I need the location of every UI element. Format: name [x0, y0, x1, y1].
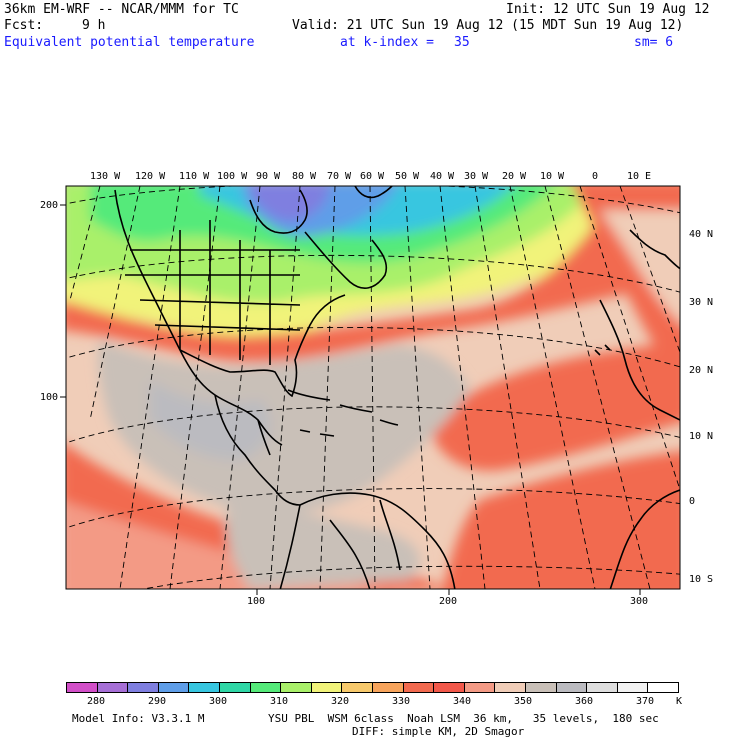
map-field	[66, 186, 680, 589]
colorbar-label: 360	[575, 696, 594, 707]
init-time: Init: 12 UTC Sun 19 Aug 12	[506, 2, 710, 17]
lon-label: 30 W	[464, 171, 489, 182]
lat-label: 40 N	[689, 229, 714, 240]
model-info: Model Info: V3.3.1 M	[72, 712, 205, 725]
colorbar-swatch	[525, 682, 557, 693]
colorbar-swatch	[433, 682, 465, 693]
lon-label: 70 W	[327, 171, 352, 182]
colorbar-swatch	[219, 682, 251, 693]
colorbar-swatch	[586, 682, 618, 693]
grid-x-label: 200	[439, 596, 458, 607]
colorbar-label: 310	[270, 696, 289, 707]
colorbar-label: 350	[514, 696, 533, 707]
lat-label: 20 N	[689, 365, 714, 376]
lon-label: 60 W	[360, 171, 385, 182]
lon-label: 50 W	[395, 171, 420, 182]
lat-label: 30 N	[689, 297, 714, 308]
lat-label: 10 N	[689, 431, 714, 442]
colorbar-swatch	[616, 682, 649, 693]
level-label: at k-index =	[340, 35, 434, 50]
lon-label: 40 W	[430, 171, 455, 182]
colorbar-swatch	[555, 682, 588, 693]
grid-x-label: 100	[247, 596, 266, 607]
graticule	[66, 186, 680, 589]
lon-label: 100 W	[217, 171, 248, 182]
colorbar-label: 300	[209, 696, 228, 707]
colorbar-swatch	[402, 682, 435, 693]
colorbar-label: 370	[636, 696, 655, 707]
colorbar-swatch	[157, 682, 190, 693]
colorbar-label: 330	[392, 696, 411, 707]
colorbar-swatch	[341, 682, 373, 693]
model-title: 36km EM-WRF -- NCAR/MMM for TC	[4, 2, 239, 17]
valid-time: Valid: 21 UTC Sun 19 Aug 12 (15 MDT Sun …	[292, 18, 684, 33]
colorbar-swatch	[463, 682, 496, 693]
map-frame	[65, 185, 681, 590]
colorbar-swatch	[249, 682, 282, 693]
lon-label: 120 W	[135, 171, 166, 182]
colorbar-label: 320	[331, 696, 350, 707]
lat-label: 10 S	[689, 574, 714, 585]
colorbar-swatch	[372, 682, 404, 693]
grid-y-label: 200	[40, 200, 59, 211]
lon-label: 0	[592, 171, 599, 182]
forecast-label: Fcst:	[4, 18, 44, 33]
lon-label: 10 W	[540, 171, 565, 182]
lon-label: 90 W	[256, 171, 281, 182]
lon-label: 20 W	[502, 171, 527, 182]
coastlines	[114, 186, 680, 589]
colorbar-swatch	[647, 682, 679, 693]
lon-label: 110 W	[179, 171, 210, 182]
lon-label: 80 W	[292, 171, 317, 182]
smoothing-value: sm= 6	[634, 35, 674, 50]
colorbar-unit: K	[676, 696, 683, 707]
grid-y-label: 100	[40, 392, 59, 403]
colorbar-label: 340	[453, 696, 472, 707]
colorbar-swatch	[188, 682, 220, 693]
field-name: Equivalent potential temperature	[4, 35, 255, 50]
colorbar-swatch	[66, 682, 98, 693]
colorbar-swatch	[310, 682, 343, 693]
physics-info: YSU PBL WSM 6class Noah LSM 36 km, 35 le…	[268, 712, 659, 725]
grid-x-label: 300	[630, 596, 649, 607]
diffusion-info: DIFF: simple KM, 2D Smagor	[352, 725, 525, 738]
colorbar-swatch	[280, 682, 312, 693]
lat-label: 0	[689, 496, 696, 507]
lon-label: 10 E	[627, 171, 652, 182]
forecast-hour: 9 h	[82, 18, 106, 33]
lon-label: 130 W	[90, 171, 121, 182]
colorbar-swatch	[494, 682, 526, 693]
colorbar-swatch	[96, 682, 129, 693]
colorbar-swatch	[127, 682, 159, 693]
colorbar-label: 290	[148, 696, 167, 707]
colorbar-label: 280	[87, 696, 106, 707]
axis-ticks	[60, 204, 641, 595]
level-value: 35	[454, 35, 470, 50]
